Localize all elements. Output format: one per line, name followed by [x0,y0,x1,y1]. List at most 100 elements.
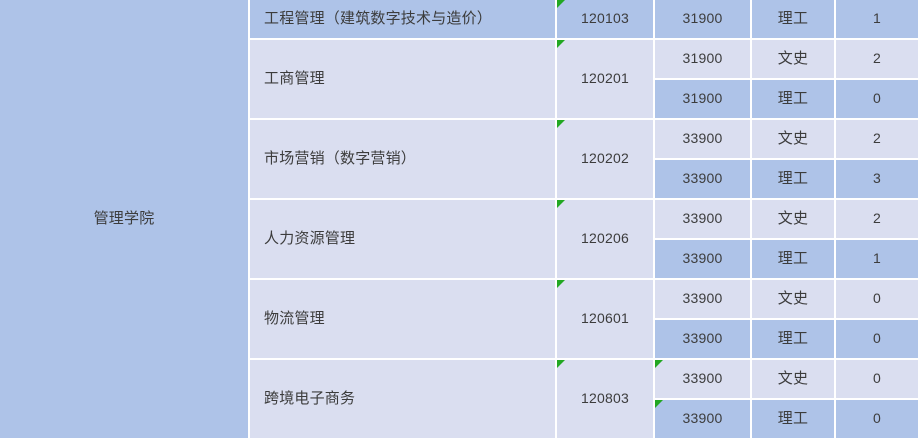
major-name-cell-text: 物流管理 [264,309,325,327]
plan-count-cell[interactable]: 0 [836,280,920,320]
subject-category-cell-text: 文史 [777,369,809,387]
tuition-cell[interactable]: 33900 [655,320,752,360]
subject-category-cell[interactable]: 理工 [752,80,836,120]
plan-count-cell[interactable]: 2 [836,40,920,80]
cell-error-marker-icon [557,280,565,288]
cell-error-marker-icon [655,360,663,368]
subject-category-cell[interactable]: 文史 [752,360,836,400]
subject-category-cell-text: 理工 [777,409,809,427]
plan-count-cell-text: 0 [873,90,881,107]
plan-count-cell-text: 0 [873,410,881,427]
plan-count-cell-text: 2 [873,130,881,147]
tuition-cell-text: 33900 [682,370,723,387]
plan-count-cell[interactable]: 0 [836,320,920,360]
subject-category-cell[interactable]: 理工 [752,0,836,40]
tuition-cell-text: 33900 [682,410,723,427]
subject-category-cell-text: 文史 [777,49,809,67]
cell-error-marker-icon [557,40,565,48]
tuition-cell[interactable]: 33900 [655,400,752,438]
plan-count-cell-text: 0 [873,330,881,347]
major-name-cell[interactable]: 工程管理（建筑数字技术与造价） [250,0,557,40]
tuition-cell-text: 33900 [682,250,723,267]
subject-category-cell-text: 理工 [777,89,809,107]
major-code-cell-text: 120206 [581,230,629,247]
subject-category-cell[interactable]: 文史 [752,40,836,80]
plan-count-cell-text: 0 [873,370,881,387]
plan-count-cell-text: 3 [873,170,881,187]
subject-category-cell-text: 理工 [777,249,809,267]
subject-category-cell[interactable]: 理工 [752,160,836,200]
major-code-cell[interactable]: 120206 [557,200,655,280]
tuition-cell-text: 33900 [682,130,723,147]
tuition-cell-text: 33900 [682,210,723,227]
major-name-cell[interactable]: 工商管理 [250,40,557,120]
plan-count-cell-text: 1 [873,10,881,27]
tuition-cell[interactable]: 31900 [655,0,752,40]
major-name-cell-text: 工商管理 [264,69,325,87]
tuition-cell[interactable]: 33900 [655,280,752,320]
major-name-cell[interactable]: 人力资源管理 [250,200,557,280]
tuition-cell[interactable]: 31900 [655,40,752,80]
tuition-cell[interactable]: 33900 [655,200,752,240]
subject-category-cell[interactable]: 文史 [752,200,836,240]
subject-category-cell-text: 文史 [777,129,809,147]
plan-count-cell[interactable]: 1 [836,240,920,280]
plan-count-cell[interactable]: 3 [836,160,920,200]
major-code-cell[interactable]: 120601 [557,280,655,360]
tuition-cell[interactable]: 33900 [655,160,752,200]
subject-category-cell[interactable]: 文史 [752,280,836,320]
tuition-cell-text: 33900 [682,290,723,307]
subject-category-cell-text: 理工 [777,329,809,347]
tuition-cell-text: 31900 [682,50,723,67]
cell-error-marker-icon [557,120,565,128]
subject-category-cell-text: 理工 [777,9,809,27]
subject-category-cell[interactable]: 文史 [752,120,836,160]
plan-count-cell[interactable]: 2 [836,200,920,240]
major-code-cell[interactable]: 120201 [557,40,655,120]
tuition-cell-text: 33900 [682,170,723,187]
major-code-cell[interactable]: 120202 [557,120,655,200]
subject-category-cell-text: 理工 [777,169,809,187]
tuition-cell[interactable]: 33900 [655,120,752,160]
major-name-cell[interactable]: 市场营销（数字营销） [250,120,557,200]
major-name-cell-text: 人力资源管理 [264,229,356,247]
tuition-cell-text: 31900 [682,10,723,27]
plan-count-cell-text: 1 [873,250,881,267]
major-code-cell-text: 120601 [581,310,629,327]
major-code-cell[interactable]: 120103 [557,0,655,40]
major-name-cell-text: 工程管理（建筑数字技术与造价） [264,9,493,27]
college-name-cell[interactable]: 管理学院 [0,0,250,438]
plan-count-cell-text: 0 [873,290,881,307]
major-code-cell-text: 120202 [581,150,629,167]
tuition-cell[interactable]: 33900 [655,240,752,280]
tuition-cell[interactable]: 33900 [655,360,752,400]
subject-category-cell[interactable]: 理工 [752,320,836,360]
subject-category-cell[interactable]: 理工 [752,240,836,280]
plan-count-cell-text: 2 [873,210,881,227]
cell-error-marker-icon [557,360,565,368]
subject-category-cell-text: 文史 [777,209,809,227]
cell-error-marker-icon [655,400,663,408]
subject-category-cell[interactable]: 理工 [752,400,836,438]
tuition-cell-text: 33900 [682,330,723,347]
major-code-cell-text: 120201 [581,70,629,87]
cell-error-marker-icon [557,200,565,208]
subject-category-cell-text: 文史 [777,289,809,307]
plan-count-cell[interactable]: 0 [836,400,920,438]
major-code-cell[interactable]: 120803 [557,360,655,438]
plan-count-cell[interactable]: 0 [836,80,920,120]
plan-count-cell[interactable]: 0 [836,360,920,400]
major-name-cell-text: 跨境电子商务 [264,389,356,407]
cell-error-marker-icon [557,0,565,8]
major-name-cell[interactable]: 物流管理 [250,280,557,360]
plan-count-cell[interactable]: 1 [836,0,920,40]
tuition-cell-text: 31900 [682,90,723,107]
major-name-cell[interactable]: 跨境电子商务 [250,360,557,438]
college-name-cell-text: 管理学院 [93,209,155,227]
plan-count-cell-text: 2 [873,50,881,67]
tuition-cell[interactable]: 31900 [655,80,752,120]
plan-count-cell[interactable]: 2 [836,120,920,160]
major-code-cell-text: 120103 [581,10,629,27]
major-code-cell-text: 120803 [581,390,629,407]
